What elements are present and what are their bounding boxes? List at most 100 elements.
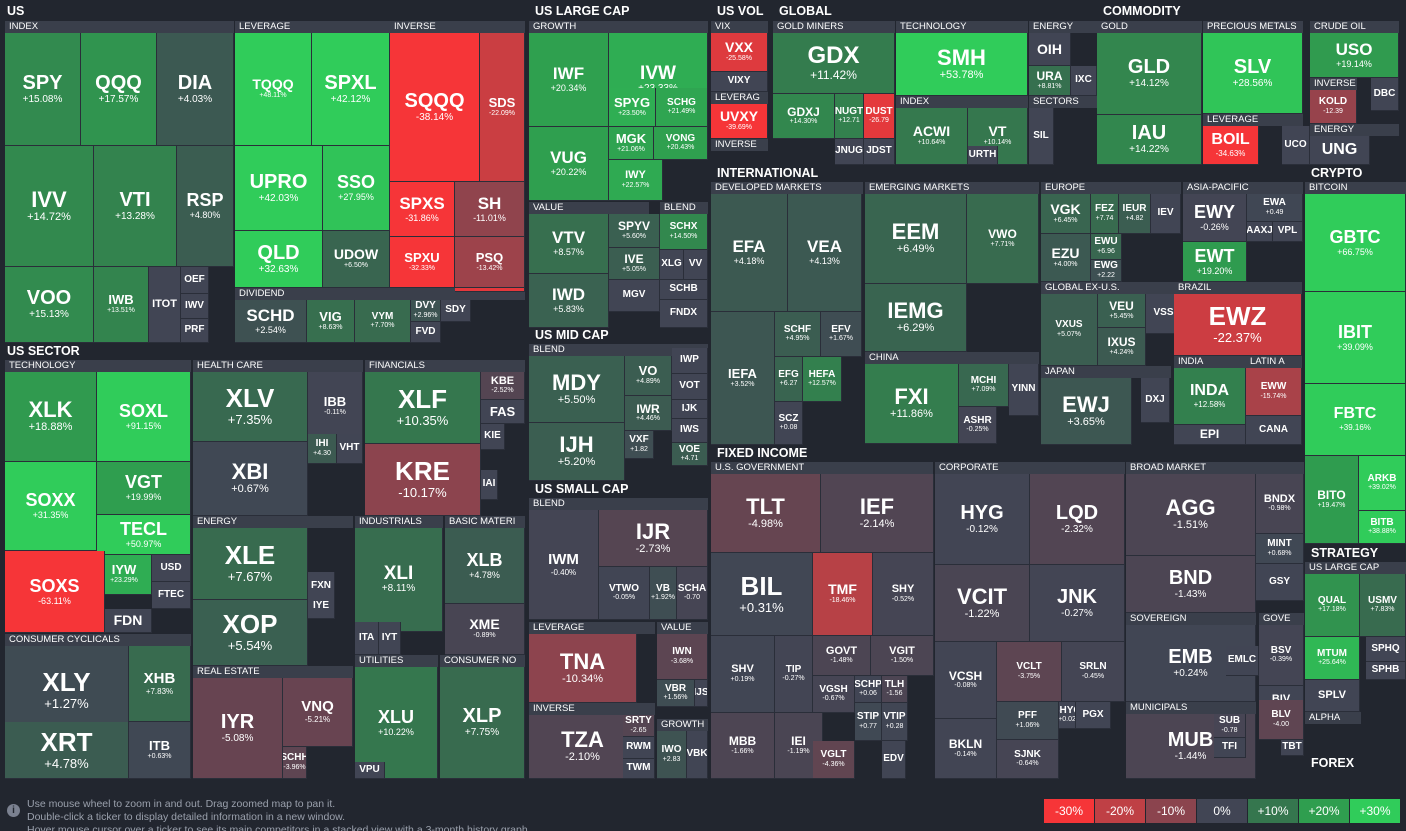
ticker-mchi[interactable]: MCHI +7.09% — [959, 364, 1009, 407]
ticker-ijr[interactable]: IJR -2.73% — [599, 510, 708, 567]
ticker-twm[interactable]: TWM — [623, 759, 655, 779]
ticker-mbb[interactable]: MBB -1.66% — [711, 713, 775, 779]
ticker-jnk[interactable]: JNK -0.27% — [1030, 565, 1125, 642]
ticker-bndx[interactable]: BNDX -0.98% — [1256, 474, 1304, 534]
ticker-inda[interactable]: INDA +12.58% — [1174, 368, 1246, 425]
ticker-srty[interactable]: SRTY -2.65 — [623, 715, 655, 737]
ticker-oef[interactable]: OEF — [181, 267, 209, 294]
ticker-vti[interactable]: VTI +13.28% — [94, 146, 177, 267]
ticker-tlt[interactable]: TLT -4.98% — [711, 474, 821, 553]
ticker-slv[interactable]: SLV +28.56% — [1203, 33, 1303, 114]
ticker-fvd[interactable]: FVD — [411, 322, 441, 343]
ticker-xlv[interactable]: XLV +7.35% — [193, 372, 308, 442]
ticker-ashr[interactable]: ASHR -0.25% — [959, 407, 997, 444]
ticker-dvy[interactable]: DVY +2.96% — [411, 300, 441, 322]
ticker-vclt[interactable]: VCLT -3.75% — [997, 642, 1062, 702]
ticker-aaxj[interactable]: AAXJ — [1247, 222, 1273, 242]
ticker-vb[interactable]: VB +1.92% — [650, 567, 677, 620]
ticker-tqqq[interactable]: TQQQ +48.11% — [235, 33, 312, 146]
ticker-smh[interactable]: SMH +53.78% — [896, 33, 1028, 96]
ticker-schp[interactable]: SCHP +0.06 — [855, 676, 882, 703]
ticker-vo[interactable]: VO +4.89% — [625, 356, 672, 396]
ticker-lqd[interactable]: LQD -2.32% — [1030, 474, 1125, 565]
ticker-xme[interactable]: XME -0.89% — [445, 604, 525, 655]
ticker-vpu[interactable]: VPU — [355, 762, 385, 779]
ticker-fbtc[interactable]: FBTC +39.16% — [1305, 384, 1406, 456]
ticker-sso[interactable]: SSO +27.95% — [323, 146, 390, 231]
ticker-spyg[interactable]: SPYG +23.50% — [609, 88, 656, 127]
ticker-schg[interactable]: SCHG +21.49% — [656, 88, 708, 127]
ticker-ieur[interactable]: IEUR +4.82 — [1119, 194, 1151, 234]
ticker-ezu[interactable]: EZU +4.00% — [1041, 234, 1091, 282]
ticker-qual[interactable]: QUAL +17.18% — [1305, 574, 1360, 637]
ticker-spy[interactable]: SPY +15.08% — [5, 33, 81, 146]
ticker-oih[interactable]: OIH — [1029, 33, 1071, 66]
ticker-usmv[interactable]: USMV +7.83% — [1360, 574, 1406, 637]
ticker-upro[interactable]: UPRO +42.03% — [235, 146, 323, 231]
ticker-gld[interactable]: GLD +14.12% — [1097, 33, 1202, 115]
ticker-kbe[interactable]: KBE -2.52% — [481, 372, 525, 400]
ticker-fxi[interactable]: FXI +11.86% — [865, 364, 959, 444]
ticker-stip[interactable]: STIP +0.77 — [855, 703, 882, 741]
ticker-voe[interactable]: VOE +4.71 — [672, 443, 708, 466]
ticker-spxu[interactable]: SPXU -32.33% — [390, 237, 455, 288]
ticker-fdn[interactable]: FDN — [105, 609, 152, 633]
ticker-bitb[interactable]: BITB +38.88% — [1359, 511, 1406, 544]
ticker-hefa[interactable]: HEFA +12.57% — [803, 357, 842, 402]
ticker-xop[interactable]: XOP +5.54% — [193, 600, 308, 666]
ticker-arkb[interactable]: ARKB +39.02% — [1359, 456, 1406, 511]
ticker-agg[interactable]: AGG -1.51% — [1126, 474, 1256, 556]
ticker-vbk[interactable]: VBK — [687, 731, 708, 779]
ticker-ief[interactable]: IEF -2.14% — [821, 474, 934, 553]
ticker-ewu[interactable]: EWU +6.96 — [1091, 234, 1122, 260]
ticker-kie[interactable]: KIE — [481, 424, 505, 450]
ticker-vug[interactable]: VUG +20.22% — [529, 127, 609, 201]
ticker-iye[interactable]: IYE — [308, 595, 335, 619]
ticker-dust[interactable]: DUST -26.79 — [864, 94, 895, 139]
ticker-psq[interactable]: PSQ -13.42% — [455, 237, 525, 288]
ticker-yinn[interactable]: YINN — [1009, 364, 1039, 416]
ticker-ixc[interactable]: IXC — [1071, 66, 1097, 96]
ticker-emb[interactable]: EMB +0.24% — [1126, 625, 1256, 702]
ticker-udow[interactable]: UDOW +6.50% — [323, 231, 390, 288]
ticker-mgk[interactable]: MGK +21.06% — [609, 127, 654, 160]
ticker-xlg[interactable]: XLG — [660, 250, 684, 280]
ticker-iyr[interactable]: IYR -5.08% — [193, 678, 283, 779]
ticker-bito[interactable]: BITO +19.47% — [1305, 456, 1359, 544]
ticker-ftec[interactable]: FTEC — [152, 582, 191, 609]
ticker-shv[interactable]: SHV +0.19% — [711, 636, 775, 713]
ticker-vixy[interactable]: VIXY — [711, 72, 768, 92]
ticker-veu[interactable]: VEU +5.45% — [1098, 294, 1146, 328]
ticker-soxx[interactable]: SOXX +31.35% — [5, 462, 97, 551]
ticker-splv[interactable]: SPLV — [1305, 680, 1360, 712]
ticker-vcsh[interactable]: VCSH -0.08% — [935, 642, 997, 719]
ticker-prf[interactable]: PRF — [181, 319, 209, 343]
ticker-ewj[interactable]: EWJ +3.65% — [1041, 378, 1132, 445]
ticker-vv[interactable]: VV — [684, 250, 708, 280]
ticker-xrt[interactable]: XRT +4.78% — [5, 722, 129, 779]
ticker-eem[interactable]: EEM +6.49% — [865, 194, 967, 284]
ticker-dbc[interactable]: DBC — [1371, 78, 1399, 111]
ticker-itot[interactable]: ITOT — [149, 267, 181, 343]
ticker-iev[interactable]: IEV — [1151, 194, 1181, 234]
ticker-ihi[interactable]: IHI +4.30 — [308, 434, 337, 464]
ticker-gbtc[interactable]: GBTC +66.75% — [1305, 194, 1406, 292]
ticker-itb[interactable]: ITB +0.63% — [129, 722, 191, 779]
ticker-vcit[interactable]: VCIT -1.22% — [935, 565, 1030, 642]
ticker-xlk[interactable]: XLK +18.88% — [5, 372, 97, 462]
ticker-ita[interactable]: ITA — [355, 622, 379, 655]
ticker-ivv[interactable]: IVV +14.72% — [5, 146, 94, 267]
ticker-kre[interactable]: KRE -10.17% — [365, 444, 481, 516]
ticker-mgv[interactable]: MGV — [609, 280, 660, 312]
ticker-nugt[interactable]: NUGT +12.71 — [835, 94, 864, 139]
ticker-schb[interactable]: SCHB — [660, 280, 708, 300]
ticker-sh[interactable]: SH -11.01% — [455, 182, 525, 237]
ticker-iwm[interactable]: IWM -0.40% — [529, 510, 599, 620]
ticker-sil[interactable]: SIL — [1029, 108, 1054, 165]
ticker-iemg[interactable]: IEMG +6.29% — [865, 284, 967, 352]
ticker-ewz[interactable]: EWZ -22.37% — [1174, 294, 1302, 356]
ticker-fndx[interactable]: FNDX — [660, 300, 708, 328]
ticker-shy[interactable]: SHY -0.52% — [873, 553, 934, 636]
ticker-spyv[interactable]: SPYV +5.60% — [609, 214, 660, 248]
ticker-vgit[interactable]: VGIT -1.50% — [871, 636, 934, 676]
